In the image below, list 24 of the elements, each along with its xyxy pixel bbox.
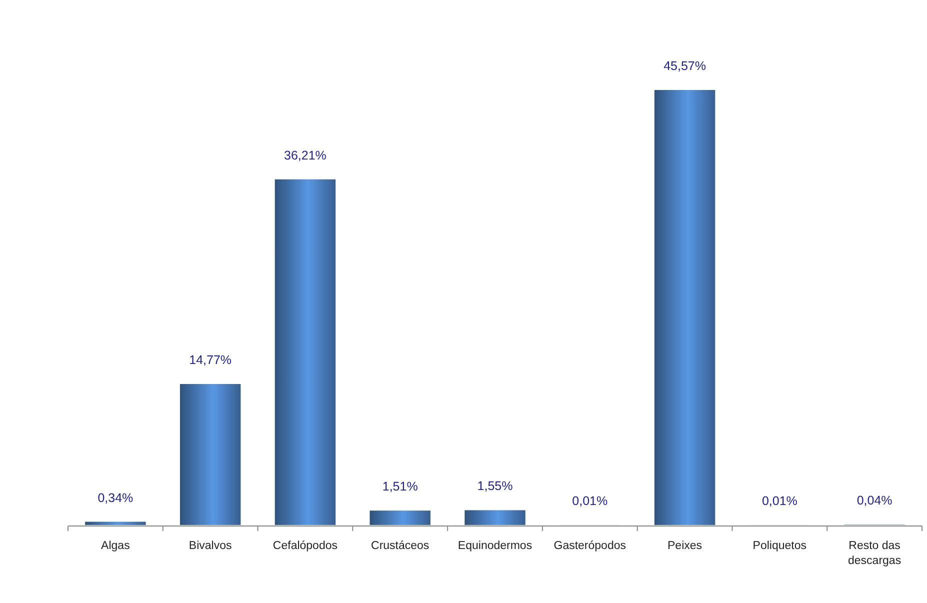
data-label: 45,57% (664, 59, 706, 73)
bar (464, 510, 526, 525)
bar (274, 179, 336, 525)
data-label: 0,01% (572, 494, 608, 508)
x-tick-label: Gasterópodos (554, 540, 626, 552)
data-label: 1,55% (477, 479, 513, 494)
x-tick-label: Crustáceos (371, 540, 430, 552)
data-label: 0,34% (98, 490, 134, 505)
data-label: 36,21% (284, 148, 326, 162)
x-tick-label: Equinodermos (458, 540, 532, 552)
bar (370, 510, 430, 525)
data-label: 14,77% (189, 353, 232, 368)
x-tick-label: Bivalvos (188, 540, 232, 552)
data-label: 0,04% (856, 494, 892, 508)
bar (180, 384, 241, 525)
x-tick-label: Peixes (668, 540, 702, 552)
data-label: 1,51% (382, 480, 418, 494)
data-label: 0,01% (762, 494, 798, 508)
x-tick-label: Poliquetos (752, 540, 807, 552)
x-tick-label: Cefalópodos (272, 540, 338, 552)
bar (85, 522, 146, 525)
x-tick-label: Resto das descargas (848, 540, 902, 567)
bar (654, 90, 716, 525)
x-tick-label: Algas (101, 540, 130, 552)
